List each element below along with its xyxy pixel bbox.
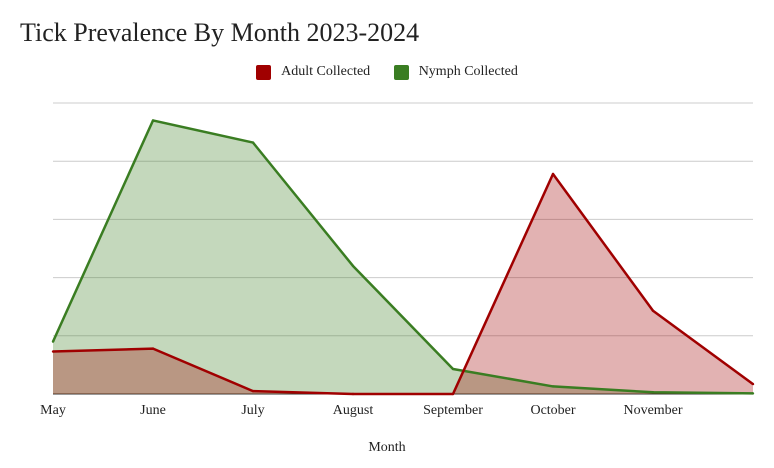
data-point-adult-collected	[151, 347, 155, 350]
legend-swatch-adult	[256, 64, 272, 80]
legend-label-nymph: Nymph Collected	[418, 64, 518, 79]
legend-item-adult[interactable]: Adult Collected	[256, 64, 370, 80]
data-point-nymph-collected	[751, 392, 755, 395]
data-point-nymph-collected	[251, 141, 255, 144]
data-point-adult-collected	[251, 389, 255, 393]
legend-label-adult: Adult Collected	[281, 64, 371, 79]
data-point-adult-collected	[651, 309, 655, 312]
series-area-adult-collected	[53, 174, 753, 394]
data-point-adult-collected	[451, 392, 455, 396]
data-point-adult-collected	[751, 382, 755, 386]
series-line-adult-collected	[52, 172, 754, 396]
x-tick-label: August	[333, 403, 374, 418]
data-point-nymph-collected	[151, 119, 155, 122]
legend: Adult Collected Nymph Collected	[0, 64, 774, 85]
data-point-nymph-collected	[451, 367, 455, 371]
series-area-nymph-collected	[53, 120, 753, 395]
data-point-adult-collected	[51, 350, 55, 353]
x-tick-label: June	[140, 403, 166, 418]
data-point-nymph-collected	[551, 385, 555, 388]
data-point-adult-collected	[351, 392, 355, 396]
series-line-nymph-collected	[51, 119, 754, 395]
x-tick-label: October	[530, 403, 575, 418]
x-axis-label: Month	[368, 440, 406, 455]
data-point-adult-collected	[551, 172, 555, 176]
legend-swatch-nymph	[393, 64, 409, 80]
x-tick-label: May	[40, 403, 66, 418]
x-tick-label: September	[423, 403, 483, 418]
x-tick-label: July	[241, 403, 264, 418]
data-point-nymph-collected	[351, 264, 355, 268]
data-point-nymph-collected	[651, 391, 655, 394]
x-tick-label: November	[623, 403, 682, 418]
chart-title: Tick Prevalence By Month 2023-2024	[20, 18, 420, 47]
data-point-nymph-collected	[51, 340, 55, 343]
legend-item-nymph[interactable]: Nymph Collected	[393, 64, 518, 80]
